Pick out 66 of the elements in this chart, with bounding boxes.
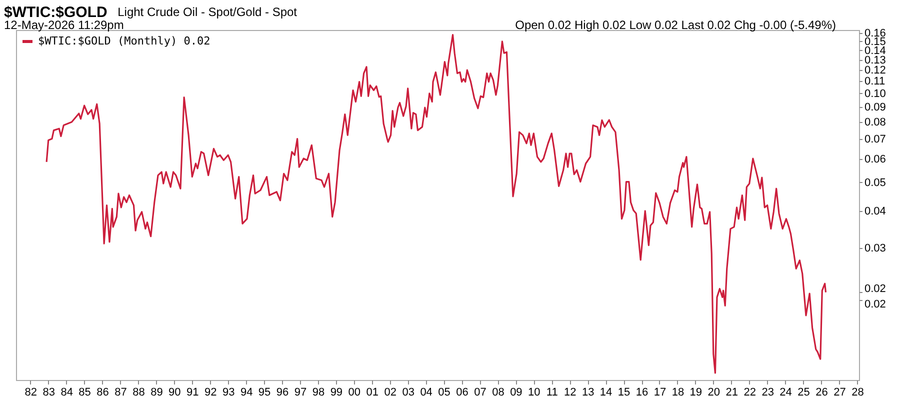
x-tick-label: 91 <box>186 386 199 396</box>
annotation: 12-May-2026 11:29pm <box>4 18 124 32</box>
x-tick-label: 86 <box>96 386 109 396</box>
x-tick-label: 10 <box>528 386 540 396</box>
x-tick-label: 24 <box>780 386 792 396</box>
x-tick-label: 04 <box>420 386 432 396</box>
x-tick-label: 85 <box>78 386 91 396</box>
x-tick-label: 00 <box>348 386 361 396</box>
x-tick-label: 15 <box>618 386 630 396</box>
x-tick-label: 82 <box>24 386 38 396</box>
x-tick-label: 22 <box>744 386 756 396</box>
y-tick-label: 0.06 <box>864 153 886 166</box>
x-tick-label: 88 <box>132 386 145 396</box>
x-tick-label: 09 <box>510 386 522 396</box>
x-tick-label: 98 <box>312 386 325 396</box>
x-tick-label: 23 <box>762 386 774 396</box>
x-tick-label: 17 <box>654 386 666 396</box>
chart-title: $WTIC:$GOLD <box>4 4 108 21</box>
x-tick-label: 08 <box>492 386 504 396</box>
x-tick-label: 25 <box>798 386 810 396</box>
y-tick-label: 0.02 <box>864 298 886 310</box>
legend-label: $WTIC:$GOLD (Monthly) 0.02 <box>38 34 210 48</box>
x-tick-label: 03 <box>402 386 414 396</box>
x-tick-label: 14 <box>600 386 612 396</box>
x-tick-label: 90 <box>168 386 181 396</box>
x-tick-label: 83 <box>42 386 55 396</box>
x-tick-label: 96 <box>276 386 289 396</box>
x-tick-label: 02 <box>384 386 396 396</box>
x-tick-label: 06 <box>456 386 468 396</box>
x-tick-label: 01 <box>366 386 379 396</box>
y-tick-label: 0.05 <box>864 176 886 189</box>
x-tick-label: 12 <box>564 386 576 396</box>
x-tick-label: 89 <box>150 386 163 396</box>
y-tick-label: 0.08 <box>864 116 886 129</box>
x-tick-label: 20 <box>708 386 720 396</box>
x-tick-label: 07 <box>474 386 486 396</box>
x-tick-label: 94 <box>240 386 253 396</box>
y-tick-label: 0.04 <box>864 205 886 218</box>
x-tick-label: 84 <box>60 386 73 396</box>
x-tick-label: 95 <box>258 386 271 396</box>
x-tick-label: 16 <box>636 386 648 396</box>
x-tick-label: 92 <box>204 386 217 396</box>
y-tick-label: 0.03 <box>864 242 886 254</box>
chart-subtitle: Light Crude Oil - Spot/Gold - Spot <box>118 5 298 19</box>
x-tick-label: 11 <box>546 386 558 396</box>
annotation: Open 0.02 High 0.02 Low 0.02 Last 0.02 Chg -0.00 (-5.49%) <box>515 18 836 32</box>
y-tick-label: 0.11 <box>864 76 886 88</box>
y-tick-label: 0.07 <box>864 134 886 146</box>
x-tick-label: 18 <box>672 386 684 396</box>
x-tick-label: 99 <box>330 386 343 396</box>
x-tick-label: 28 <box>852 386 864 396</box>
x-tick-label: 21 <box>726 386 738 396</box>
x-tick-label: 05 <box>438 386 450 396</box>
y-tick-label: 0.09 <box>864 101 886 114</box>
x-tick-label: 19 <box>690 386 702 396</box>
y-tick-label: 0.10 <box>864 88 886 100</box>
y-tick-label: 0.12 <box>864 64 886 77</box>
x-tick-label: 97 <box>294 386 307 396</box>
y-tick-label: 0.13 <box>864 54 886 66</box>
x-tick-label: 87 <box>114 386 127 396</box>
x-tick-label: 93 <box>222 386 235 396</box>
x-tick-label: 26 <box>816 386 828 396</box>
x-tick-label: 13 <box>582 386 594 396</box>
x-tick-label: 27 <box>834 386 846 396</box>
y-tick-label: 0.02 <box>864 282 886 295</box>
y-tick-label: 0.14 <box>864 44 886 57</box>
